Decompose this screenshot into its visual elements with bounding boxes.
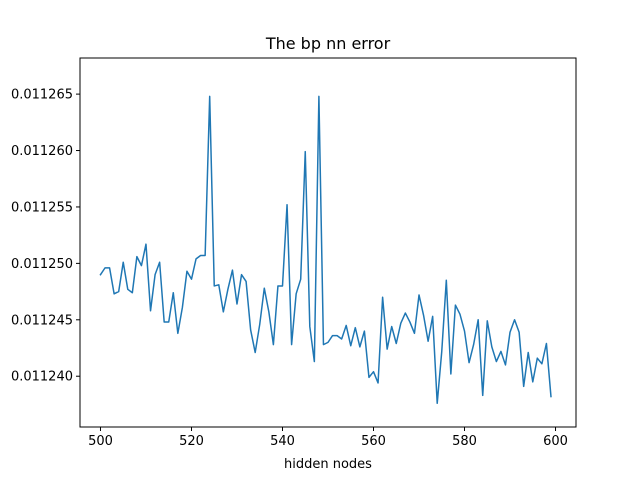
y-axis-ticks: 0.011240 0.011245 0.011250 0.011255 0.011260… [11, 88, 80, 385]
x-tick-label: 580 [452, 434, 477, 449]
plot-area [79, 57, 577, 428]
axes-frame [79, 57, 577, 428]
x-axis-label: hidden nodes [284, 457, 372, 472]
x-tick-label: 500 [88, 434, 113, 449]
x-tick-label: 520 [179, 434, 204, 449]
x-tick-label: 540 [270, 434, 295, 449]
y-tick-label: 0.011265 [11, 88, 73, 103]
x-tick-label: 600 [543, 434, 568, 449]
y-tick-label: 0.011250 [11, 257, 73, 272]
y-tick-label: 0.011240 [11, 370, 73, 385]
series-line-0 [99, 95, 552, 405]
chart-title: The bp nn error [265, 34, 391, 53]
y-tick-label: 0.011245 [11, 313, 73, 328]
y-tick-label: 0.011255 [11, 200, 73, 215]
x-axis-ticks: 500 520 540 560 580 600 [88, 427, 568, 449]
x-tick-label: 560 [361, 434, 386, 449]
series-layer [99, 95, 552, 405]
y-tick-label: 0.011260 [11, 144, 73, 159]
